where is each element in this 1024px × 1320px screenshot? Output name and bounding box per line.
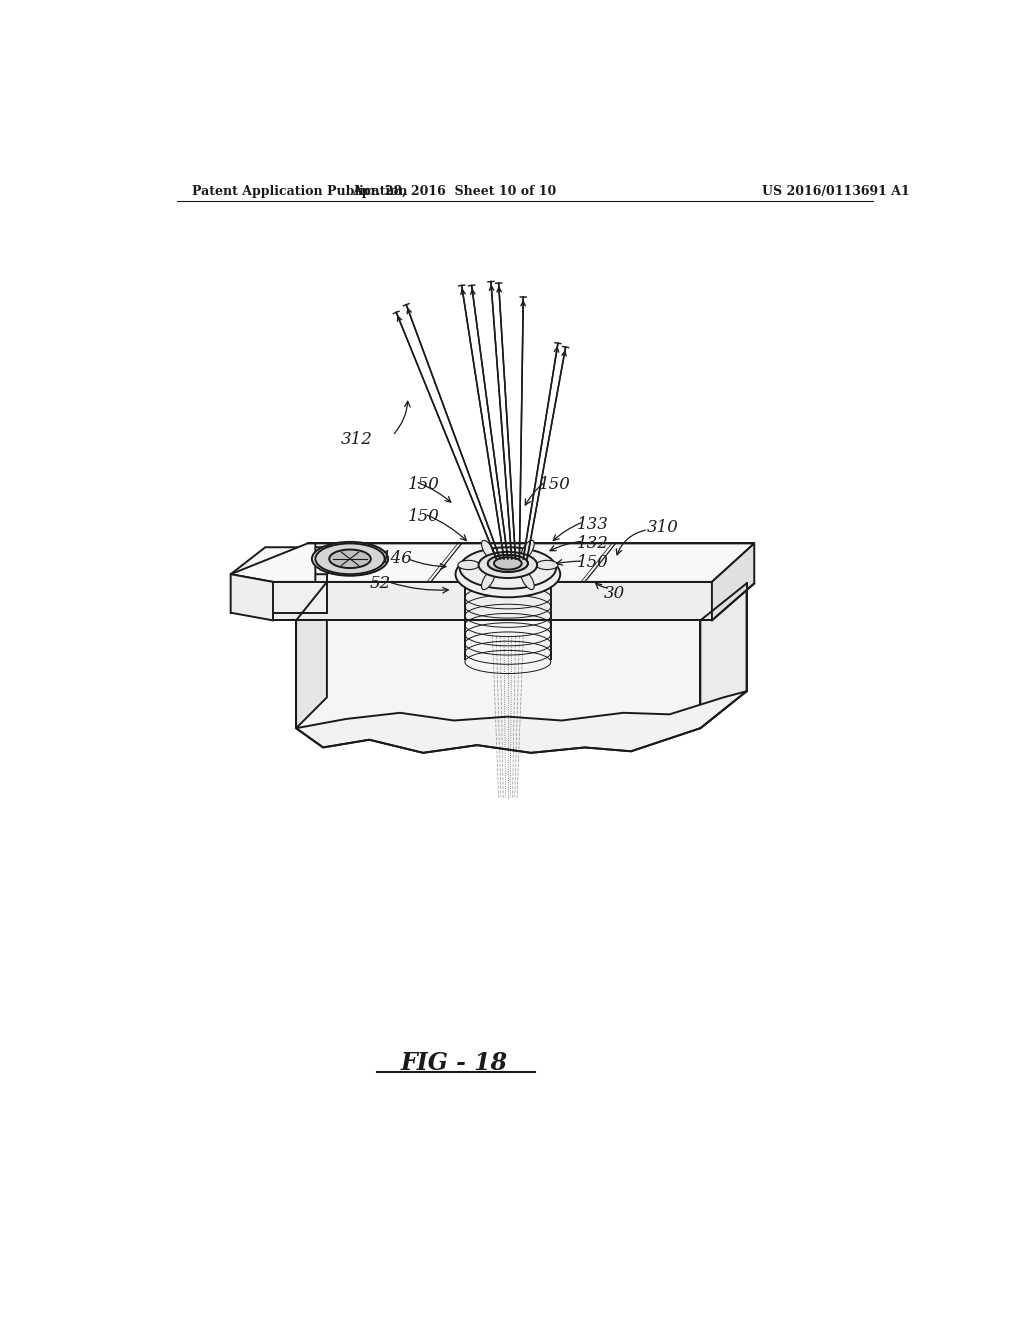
Ellipse shape	[458, 560, 479, 570]
Text: 133: 133	[578, 516, 609, 533]
Ellipse shape	[487, 554, 528, 572]
Ellipse shape	[312, 543, 388, 576]
Ellipse shape	[315, 544, 385, 574]
Text: 150: 150	[578, 554, 609, 572]
Text: 30: 30	[604, 585, 626, 602]
Polygon shape	[230, 574, 273, 620]
Text: 52: 52	[370, 576, 390, 591]
Ellipse shape	[521, 570, 535, 590]
Ellipse shape	[494, 557, 521, 570]
Text: 146: 146	[381, 550, 413, 568]
Text: 150: 150	[408, 475, 439, 492]
Polygon shape	[230, 574, 327, 612]
Text: 150: 150	[408, 508, 439, 525]
Text: Apr. 28, 2016  Sheet 10 of 10: Apr. 28, 2016 Sheet 10 of 10	[352, 185, 556, 198]
Ellipse shape	[330, 549, 371, 568]
Ellipse shape	[494, 557, 521, 570]
Polygon shape	[296, 620, 700, 729]
Polygon shape	[273, 582, 712, 620]
Ellipse shape	[481, 540, 495, 560]
Ellipse shape	[487, 554, 528, 572]
Text: US 2016/0113691 A1: US 2016/0113691 A1	[762, 185, 909, 198]
Text: FIG - 18: FIG - 18	[400, 1051, 508, 1076]
Text: 132: 132	[578, 535, 609, 552]
Ellipse shape	[456, 552, 560, 597]
Ellipse shape	[521, 540, 535, 560]
Ellipse shape	[481, 570, 495, 590]
Polygon shape	[273, 544, 755, 582]
Text: 310: 310	[646, 520, 678, 536]
Polygon shape	[296, 692, 746, 752]
Ellipse shape	[460, 548, 556, 589]
Polygon shape	[296, 582, 327, 729]
Text: Patent Application Publication: Patent Application Publication	[193, 185, 408, 198]
Polygon shape	[700, 583, 746, 729]
Polygon shape	[230, 548, 361, 574]
Ellipse shape	[537, 560, 558, 570]
Ellipse shape	[478, 552, 538, 578]
Text: 312: 312	[341, 430, 373, 447]
Polygon shape	[230, 544, 315, 582]
Polygon shape	[712, 544, 755, 620]
Text: 150: 150	[539, 475, 570, 492]
